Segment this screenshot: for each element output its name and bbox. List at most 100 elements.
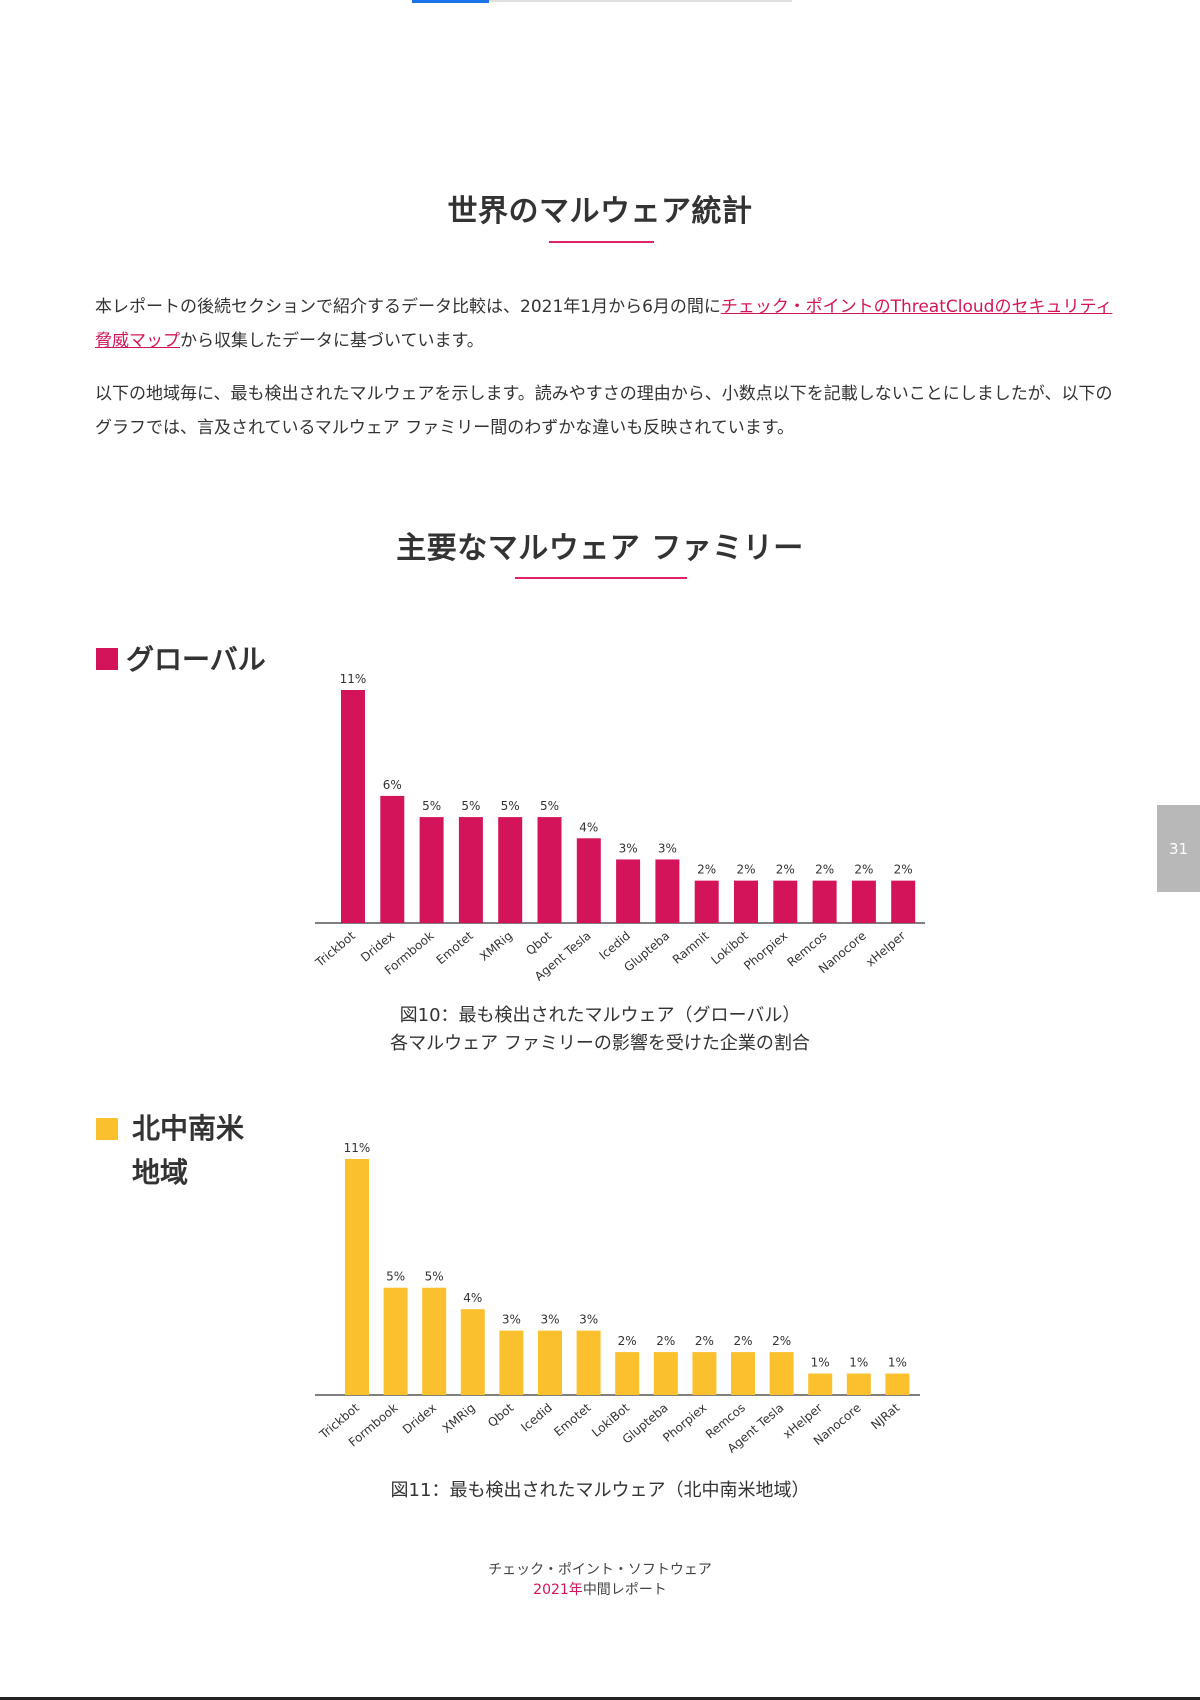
threatcloud-map-link[interactable]: チェック・ポイントのThreatCloudのセキュリティ脅威マップ	[95, 297, 1113, 351]
footer-report-title: 2021年中間レポート	[0, 1580, 1200, 1600]
x-tick-label: Qbot	[485, 1400, 517, 1430]
footer-year: 2021年	[533, 1582, 583, 1598]
bar-xhelper	[891, 880, 916, 923]
bar-emotet	[576, 1330, 601, 1395]
intro-paragraph-2: 以下の地域毎に、最も検出されたマルウェアを示します。読みやすさの理由から、小数点…	[95, 384, 1113, 438]
bar-xhelper	[808, 1373, 833, 1395]
bar-ramnit	[694, 880, 719, 923]
bar-emotet	[458, 817, 483, 923]
figure-10-caption: 図10：最も検出されたマルウェア（グローバル） 各マルウェア ファミリーの影響を…	[300, 1002, 900, 1058]
footer: チェック・ポイント・ソフトウェア 2021年中間レポート	[0, 1560, 1200, 1600]
bar-value-label: 1%	[849, 1356, 868, 1370]
bar-value-label: 2%	[772, 1334, 791, 1348]
x-tick-label: Qbot	[523, 928, 555, 958]
bar-value-label: 2%	[697, 863, 716, 877]
bar-value-label: 3%	[619, 841, 638, 855]
global-legend-square	[96, 648, 118, 670]
bar-trickbot	[345, 1159, 369, 1395]
bar-value-label: 1%	[811, 1356, 830, 1370]
bar-value-label: 2%	[776, 863, 795, 877]
x-tick-label: Emotet	[434, 928, 476, 967]
chart-section-title: 主要なマルウェア ファミリー	[396, 531, 804, 566]
bar-value-label: 5%	[461, 799, 480, 813]
figure-10-caption-line1: 図10：最も検出されたマルウェア（グローバル）	[399, 1005, 801, 1026]
bar-value-label: 4%	[579, 820, 598, 834]
bar-value-label: 2%	[733, 1334, 752, 1348]
top-tab-bar	[412, 0, 792, 2]
bar-value-label: 2%	[815, 863, 834, 877]
x-tick-label: NJRat	[868, 1400, 902, 1432]
figure-11-caption: 図11：最も検出されたマルウェア（北中南米地域）	[300, 1477, 900, 1505]
bar-agent-tesla	[576, 838, 601, 923]
bar-value-label: 2%	[894, 863, 913, 877]
bar-glupteba	[653, 1352, 678, 1395]
bar-dridex	[380, 795, 405, 923]
x-tick-label: Emotet	[551, 1400, 593, 1439]
bar-lokibot	[615, 1352, 640, 1395]
section-title: 世界のマルウェア統計	[447, 194, 753, 229]
bar-value-label: 2%	[656, 1334, 675, 1348]
bar-qbot	[537, 817, 562, 923]
bar-value-label: 2%	[695, 1334, 714, 1348]
bar-xmrig	[498, 817, 523, 923]
x-tick-label: Ramnit	[670, 928, 712, 966]
bar-nanocore	[846, 1373, 871, 1395]
bottom-page-border	[0, 1697, 1200, 1700]
bar-icedid	[616, 859, 641, 923]
intro-paragraph-1: 本レポートの後続セクションで紹介するデータ比較は、2021年1月から6月の間にチ…	[95, 290, 1125, 358]
intro-p1-tail: から収集したデータに基づいています。	[180, 331, 484, 351]
bar-phorpiex	[773, 880, 798, 923]
x-tick-label: Phorpiex	[660, 1401, 709, 1445]
americas-malware-chart: 11%Trickbot5%Formbook5%Dridex4%XMRig3%Qb…	[315, 1141, 920, 1456]
bar-value-label: 3%	[540, 1313, 559, 1327]
x-tick-label: Dridex	[400, 1401, 439, 1437]
americas-region-label-line2: 地域	[132, 1156, 189, 1189]
x-tick-label: XMRig	[477, 929, 515, 964]
x-tick-label: Trickbot	[312, 928, 358, 970]
bar-value-label: 11%	[344, 1141, 371, 1155]
americas-legend-square	[96, 1118, 118, 1140]
bar-value-label: 4%	[463, 1291, 482, 1305]
bar-icedid	[538, 1330, 562, 1395]
x-tick-label: Icedid	[518, 1401, 555, 1435]
bar-value-label: 5%	[540, 799, 559, 813]
footer-report-name: 中間レポート	[582, 1582, 667, 1598]
figure-11-caption-line1: 図11：最も検出されたマルウェア（北中南米地域）	[390, 1480, 810, 1501]
bar-qbot	[499, 1330, 524, 1395]
bar-phorpiex	[692, 1352, 717, 1395]
x-tick-label: Phorpiex	[741, 929, 790, 973]
bar-formbook	[383, 1287, 408, 1395]
figure-10-caption-line2: 各マルウェア ファミリーの影響を受けた企業の割合	[390, 1033, 810, 1054]
bar-value-label: 5%	[425, 1270, 444, 1284]
americas-region-label-line1: 北中南米	[132, 1112, 245, 1145]
bar-value-label: 11%	[340, 672, 367, 686]
bar-value-label: 2%	[618, 1334, 637, 1348]
intro-p1-text: 本レポートの後続セクションで紹介するデータ比較は、2021年1月から6月の間に	[95, 297, 721, 317]
bar-value-label: 2%	[854, 863, 873, 877]
bar-agent-tesla	[769, 1352, 794, 1395]
bar-glupteba	[655, 859, 680, 923]
page-number-tab: 31	[1157, 805, 1200, 892]
bar-value-label: 3%	[579, 1313, 598, 1327]
bar-value-label: 5%	[422, 799, 441, 813]
x-tick-label: XMRig	[440, 1401, 478, 1436]
section-title-underline	[549, 241, 654, 243]
x-tick-label: xHelper	[863, 929, 908, 970]
bar-remcos	[812, 880, 837, 923]
bar-trickbot	[341, 690, 365, 923]
bar-value-label: 3%	[502, 1313, 521, 1327]
global-malware-chart: 11%Trickbot6%Dridex5%Formbook5%Emotet5%X…	[312, 672, 925, 984]
bar-xmrig	[460, 1309, 485, 1395]
bar-dridex	[422, 1287, 447, 1395]
bar-value-label: 2%	[736, 863, 755, 877]
top-tab-active-indicator[interactable]	[412, 0, 489, 3]
bar-value-label: 3%	[658, 841, 677, 855]
bar-value-label: 5%	[386, 1270, 405, 1284]
bar-lokibot	[734, 880, 758, 923]
bar-nanocore	[851, 880, 876, 923]
bar-value-label: 1%	[888, 1356, 907, 1370]
bar-njrat	[885, 1373, 910, 1395]
bar-value-label: 5%	[501, 799, 520, 813]
chart-section-underline	[515, 577, 687, 579]
global-region-label: グローバル	[126, 643, 266, 676]
